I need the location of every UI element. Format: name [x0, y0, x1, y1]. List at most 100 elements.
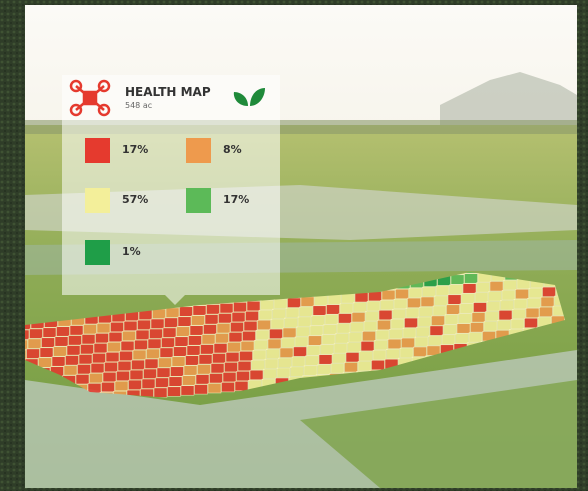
grid-cell — [315, 296, 328, 306]
grid-cell — [352, 313, 365, 323]
grid-cell — [177, 327, 190, 337]
grid-cell — [106, 352, 119, 362]
grid-cell — [339, 314, 352, 324]
grid-cell — [285, 318, 298, 328]
grid-cell — [511, 319, 524, 329]
grid-cell — [294, 347, 307, 357]
grid-cell — [168, 387, 181, 397]
grid-cell — [381, 300, 394, 310]
grid-cell — [499, 310, 512, 320]
grid-cell — [210, 374, 223, 384]
grid-cell — [120, 351, 133, 361]
grid-cell — [403, 328, 416, 338]
grid-cell — [288, 298, 301, 308]
grid-cell — [421, 297, 434, 307]
grid-cell — [211, 364, 224, 374]
grid-cell — [156, 378, 169, 388]
grid-cell — [351, 323, 364, 333]
grid-cell — [442, 335, 455, 345]
grid-cell — [286, 308, 299, 318]
grid-cell — [364, 321, 377, 331]
grid-cell — [253, 350, 266, 360]
grid-cell — [111, 322, 124, 332]
grid-cell — [366, 311, 379, 321]
grid-cell — [526, 308, 539, 318]
grid-cell — [132, 360, 145, 370]
grid-cell — [463, 284, 476, 294]
grid-cell — [223, 372, 236, 382]
grid-cell — [484, 322, 497, 332]
grid-cell — [361, 341, 374, 351]
grid-cell — [91, 363, 104, 373]
grid-cell — [69, 336, 82, 346]
grid-cell — [108, 342, 121, 352]
grid-cell — [331, 364, 344, 374]
grid-cell — [145, 359, 158, 369]
grid-cell — [268, 339, 281, 349]
grid-cell — [138, 320, 151, 330]
grid-cell — [541, 297, 554, 307]
grid-cell — [405, 318, 418, 328]
grid-cell — [207, 305, 220, 315]
grid-cell — [322, 335, 335, 345]
grid-cell — [28, 339, 41, 349]
grid-cell — [487, 302, 500, 312]
grid-cell — [133, 350, 146, 360]
grid-cell — [79, 355, 92, 365]
grid-cell — [78, 365, 91, 375]
grid-cell — [388, 339, 401, 349]
grid-cell — [184, 366, 197, 376]
grid-cell — [225, 362, 238, 372]
grid-cell — [252, 360, 265, 370]
grid-cell — [489, 292, 502, 302]
grid-cell — [52, 357, 65, 367]
grid-cell — [189, 336, 202, 346]
grid-cell — [529, 288, 542, 298]
grid-cell — [121, 341, 134, 351]
grid-cell — [429, 336, 442, 346]
grid-cell — [27, 349, 40, 359]
grid-cell — [196, 375, 209, 385]
grid-cell — [391, 319, 404, 329]
grid-cell — [199, 355, 212, 365]
grid-cell — [219, 314, 232, 324]
legend-label: 17% — [122, 143, 148, 156]
grid-cell — [238, 361, 251, 371]
grid-cell — [190, 326, 203, 336]
grid-cell — [256, 330, 269, 340]
grid-cell — [153, 309, 166, 319]
grid-cell — [408, 298, 421, 308]
grid-cell — [325, 315, 338, 325]
grid-cell — [402, 338, 415, 348]
grid-cell — [504, 280, 517, 290]
grid-cell — [334, 344, 347, 354]
grid-cell — [243, 331, 256, 341]
grid-cell — [543, 287, 556, 297]
grid-cell — [310, 326, 323, 336]
grid-cell — [150, 329, 163, 339]
grid-cell — [418, 317, 431, 327]
grid-cell — [97, 323, 110, 333]
grid-cell — [237, 371, 250, 381]
grid-cell — [201, 345, 214, 355]
grid-cell — [271, 319, 284, 329]
grid-cell — [220, 304, 233, 314]
grid-cell — [349, 333, 362, 343]
grid-cell — [198, 365, 211, 375]
grid-cell — [301, 297, 314, 307]
grid-cell — [376, 330, 389, 340]
grid-cell — [514, 299, 527, 309]
grid-cell — [154, 388, 167, 398]
grid-cell — [436, 286, 449, 296]
grid-cell — [465, 274, 478, 284]
grid-cell — [445, 315, 458, 325]
grid-cell — [204, 325, 217, 335]
grid-cell — [355, 293, 368, 303]
grid-cell — [319, 355, 332, 365]
grid-cell — [471, 323, 484, 333]
grid-cell — [64, 366, 77, 376]
grid-cell — [414, 347, 427, 357]
grid-cell — [270, 329, 283, 339]
grid-cell — [229, 332, 242, 342]
grid-cell — [423, 287, 436, 297]
